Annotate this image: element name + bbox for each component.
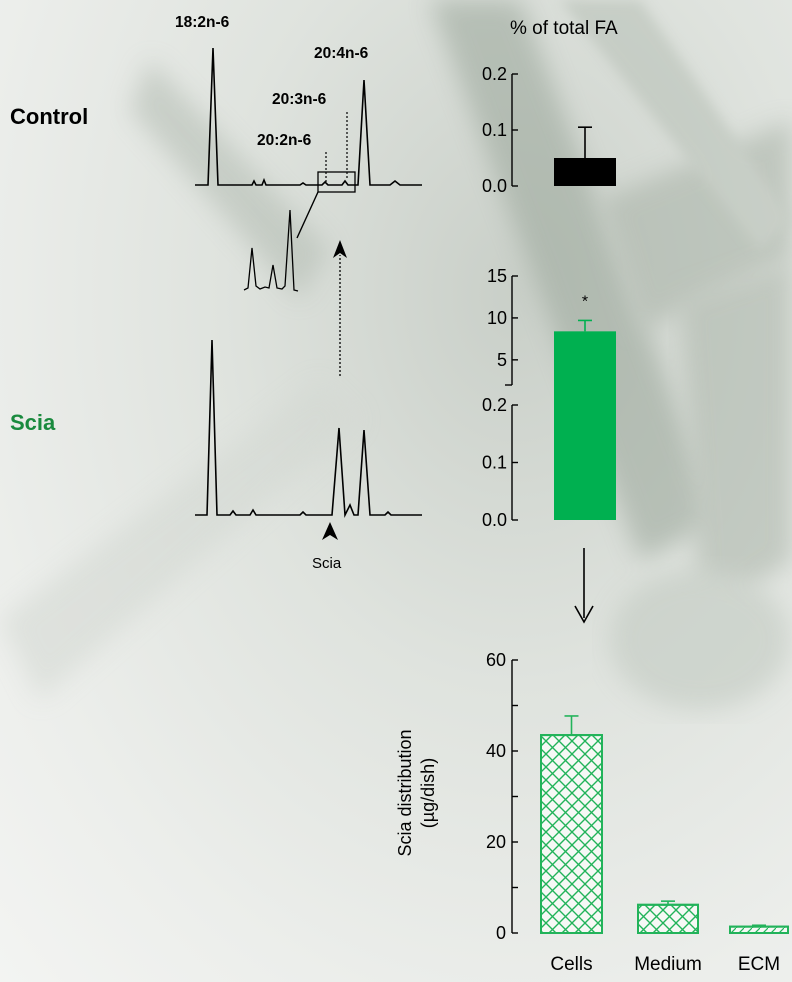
scia-y-tick-label-upper: 15 [487,266,507,286]
scia-chromatogram [195,339,422,540]
flow-arrow [574,548,594,624]
scia-bar [554,331,616,520]
scia-bar-chart: 0.0 0.1 0.2 5 10 15 * [482,266,616,530]
scia-y-tick-label: 0.1 [482,453,507,473]
scia-y-tick-label: 0.0 [482,510,507,530]
distribution-category-label: Medium [634,954,702,975]
control-y-tick-label: 0.1 [482,120,507,140]
distribution-y-tick-label: 60 [486,650,506,670]
distribution-category-label: Cells [550,954,592,975]
control-y-tick-label: 0.0 [482,176,507,196]
distribution-y-label: Scia distribution [395,729,415,856]
control-bar-chart: 0.0 0.1 0.2 [482,64,616,196]
distribution-y-tick-label: 0 [496,923,506,943]
reference-arrow [333,240,347,376]
panel-title: % of total FA [510,18,618,39]
scia-y-tick-label-upper: 10 [487,308,507,328]
distribution-y-unit: (µg/dish) [418,758,438,828]
distribution-bar-cells [540,734,603,935]
peak-label-20-2n-6: 20:2n-6 [257,132,312,149]
control-bar [554,158,616,186]
scia-y-tick-label-upper: 5 [497,350,507,370]
significance-marker: * [582,293,588,310]
scia-marker-arrow [322,522,338,540]
zoom-inset [243,209,299,292]
zoom-box [317,171,356,193]
scia-marker-label: Scia [312,555,342,572]
scia-trace [195,339,422,518]
distribution-bar-ecm [729,925,789,935]
peak-label-18-2n-6: 18:2n-6 [175,14,230,31]
peak-label-20-3n-6: 20:3n-6 [272,91,327,108]
distribution-category-label: ECM [738,954,780,975]
distribution-y-tick-label: 20 [486,832,506,852]
scia-y-tick-label: 0.2 [482,395,507,415]
distribution-bar-chart: 0 20 40 60 Cells Medium ECM Scia distribution… [395,650,789,975]
control-row-label: Control [10,104,89,129]
scia-row-label: Scia [10,410,56,435]
control-chromatogram [195,47,422,239]
distribution-y-tick-label: 40 [486,741,506,761]
peak-label-20-4n-6: 20:4n-6 [314,45,369,62]
distribution-bar-medium [637,903,699,934]
control-trace [195,47,422,186]
control-y-tick-label: 0.2 [482,64,507,84]
zoom-connector [296,191,319,239]
